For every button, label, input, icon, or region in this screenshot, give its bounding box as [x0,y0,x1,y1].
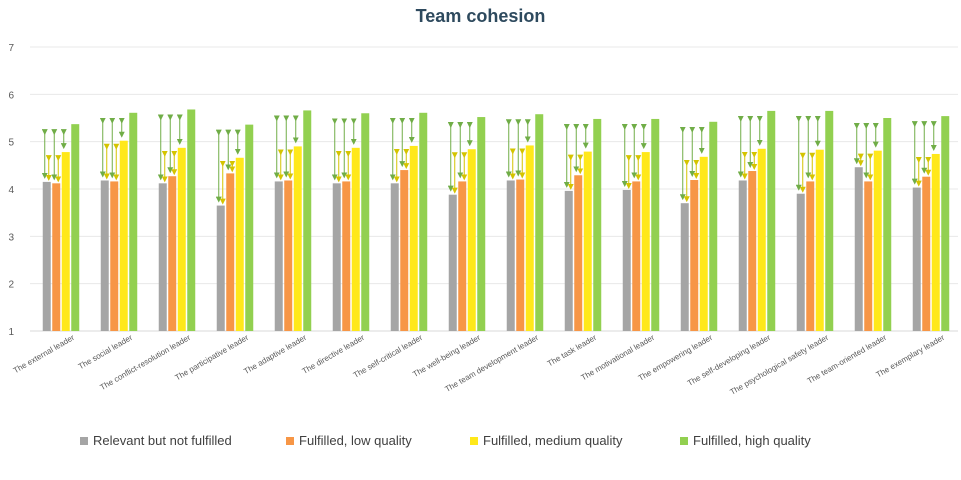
bar [922,176,931,331]
bar [52,183,61,331]
bar [506,180,515,331]
bar [767,110,776,332]
x-tick-label: The team development leader [443,333,540,394]
bar [806,181,815,331]
bar [168,176,177,331]
bar [100,180,109,331]
legend-swatch [80,436,88,445]
bar [593,118,602,332]
bar [477,117,486,331]
legend-item: Fulfilled, medium quality [470,433,622,448]
legend-swatch [680,436,688,445]
bar [815,149,824,331]
legend-label: Relevant but not fulfilled [93,433,232,448]
bar [757,148,766,331]
bar [796,193,805,331]
bar [158,183,167,331]
bar [293,146,302,331]
legend-item: Fulfilled, low quality [286,433,412,448]
bar [651,118,660,332]
bar [177,147,186,331]
bar [342,181,351,331]
bar [390,183,399,331]
bar [738,180,747,331]
bar [61,152,70,331]
x-tick-label: The psychological safety leader [728,333,830,397]
x-tick-label: The social leader [77,333,135,371]
bar [699,156,708,331]
bar [583,151,592,331]
bar [332,183,341,331]
legend-label: Fulfilled, high quality [693,433,811,448]
bar [119,140,128,331]
y-tick-label: 3 [8,232,14,243]
bar [400,170,409,331]
legend: Relevant but not fulfilled Fulfilled, low… [0,433,961,451]
bar [912,187,921,331]
bar [467,149,476,331]
y-tick-label: 6 [8,90,14,101]
bar [448,194,457,331]
bar [825,110,834,332]
legend-label: Fulfilled, medium quality [483,433,623,448]
bar [622,189,631,331]
bar [235,157,244,331]
bar [187,109,196,331]
bars [42,109,950,332]
bar [574,175,583,331]
bar [361,113,370,332]
legend-item: Relevant but not fulfilled [80,433,232,448]
legend-swatch [470,436,478,445]
y-tick-label: 7 [8,43,14,54]
bar [873,150,882,331]
bar [941,116,950,332]
y-tick-label: 1 [8,327,14,338]
bar [129,112,138,331]
bar [419,112,428,331]
bar [864,181,873,331]
bar [245,124,254,331]
bar [525,145,534,331]
bar [854,167,863,331]
bar [883,118,892,331]
significance-arrows [41,114,937,205]
chart-title: Team cohesion [415,6,546,26]
bar [303,110,312,331]
bar [284,180,293,331]
bar [931,153,940,331]
legend-swatch [286,436,294,445]
bar [632,181,641,331]
bar [748,171,757,331]
legend-label: Fulfilled, low quality [299,433,412,448]
bar [42,181,51,331]
bar [516,179,525,331]
bar [216,205,225,331]
y-axis: 1 2 3 4 5 6 7 [8,43,14,338]
y-tick-label: 4 [8,185,14,196]
bar [458,181,467,331]
bar [641,152,650,331]
y-tick-label: 5 [8,138,14,149]
y-tick-label: 2 [8,280,14,291]
x-tick-label: The external leader [12,333,76,375]
bar [110,181,119,331]
bar [409,145,418,331]
bar [274,181,283,331]
legend-item: Fulfilled, high quality [680,433,811,448]
bar [535,114,544,331]
x-axis: The external leader The social leader The … [12,333,946,397]
bar [680,203,689,331]
bar [709,121,718,331]
bar [71,124,80,331]
bar [226,173,235,331]
x-tick-label: The adaptive leader [242,333,308,376]
bar [564,190,573,331]
bar [690,180,699,331]
x-tick-label: The task leader [546,333,599,369]
bar [351,147,360,331]
